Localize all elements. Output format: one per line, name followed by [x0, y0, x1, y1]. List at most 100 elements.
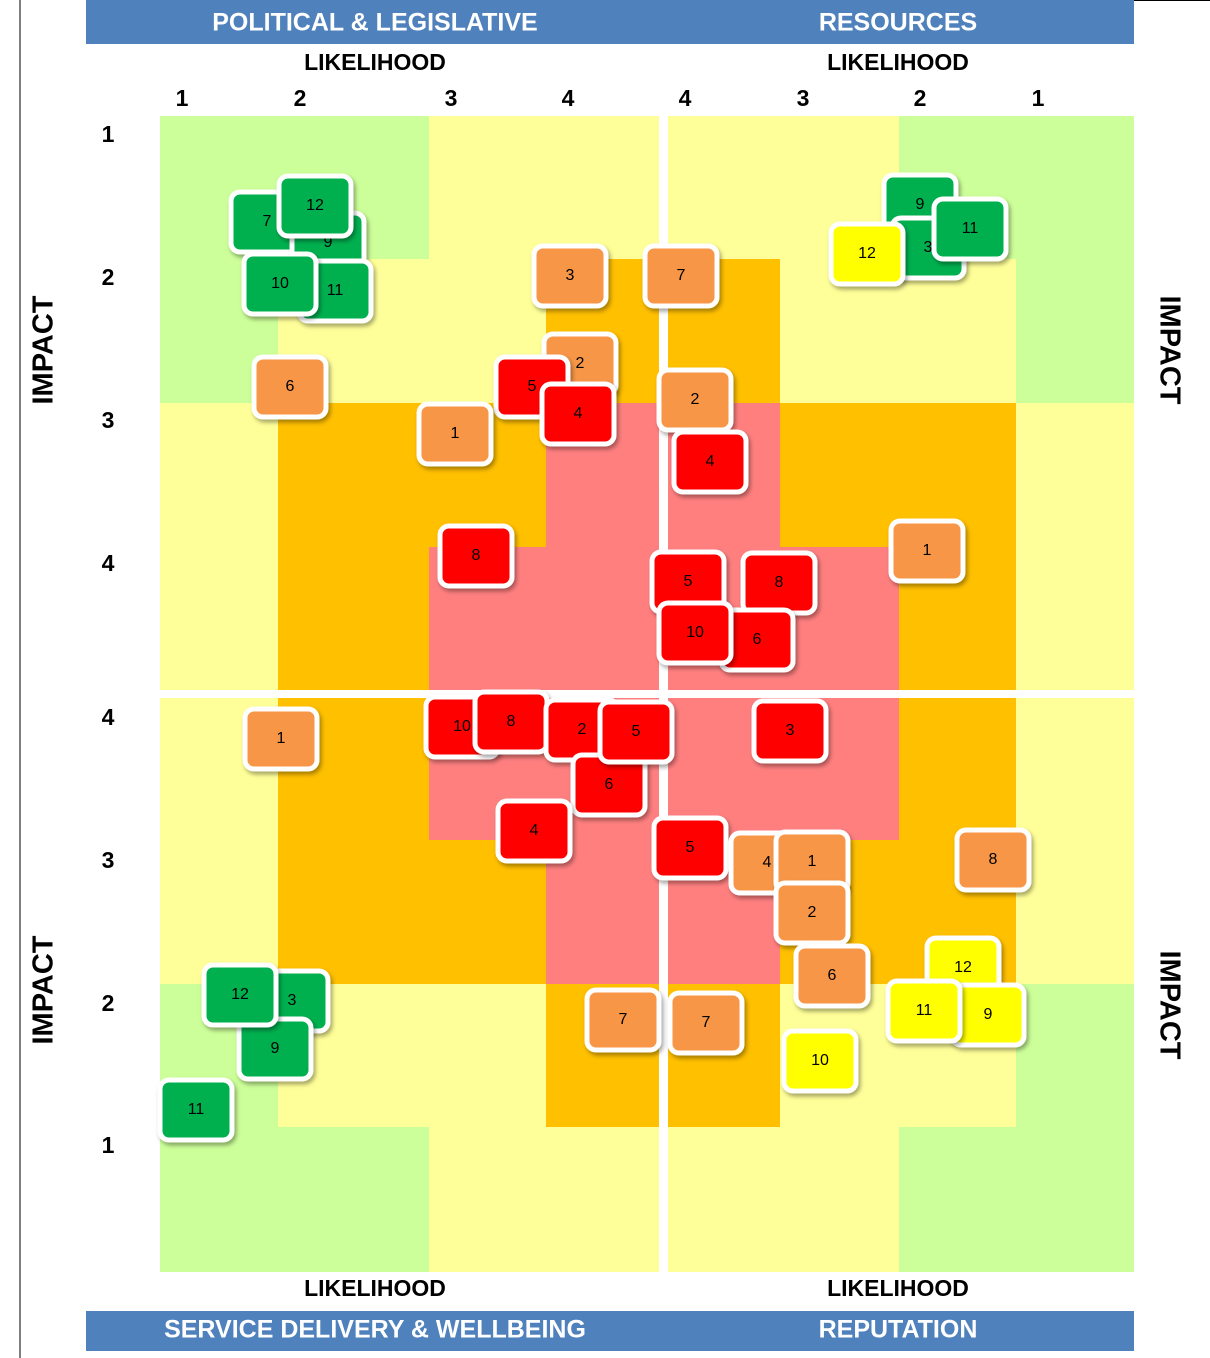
heat-cell	[780, 1127, 899, 1272]
risk-label: 11	[916, 1002, 933, 1019]
risk-label: 4	[763, 854, 772, 871]
heat-cell	[546, 547, 659, 690]
risk-card	[584, 987, 662, 1053]
risk-card	[885, 978, 963, 1044]
heat-cell	[429, 984, 546, 1127]
risk-card	[931, 196, 1009, 262]
heat-cell	[1016, 698, 1134, 840]
heat-cell	[1016, 840, 1134, 984]
risk-label: 8	[775, 574, 784, 591]
heat-cell	[1016, 984, 1134, 1127]
risk-card	[773, 880, 851, 946]
heat-cell	[278, 547, 429, 690]
header-bar	[86, 0, 1134, 44]
heat-cell	[160, 403, 278, 547]
risk-card	[242, 706, 320, 772]
heat-cell	[546, 1127, 659, 1272]
risk-card	[495, 798, 573, 864]
risk-label: 10	[686, 624, 704, 641]
impact-tick: 3	[102, 847, 115, 873]
risk-label: 2	[808, 904, 817, 921]
risk-label: 10	[811, 1052, 829, 1069]
risk-card	[276, 173, 354, 239]
heat-cell	[1016, 547, 1134, 690]
heat-cell	[1016, 403, 1134, 547]
risk-label: 9	[324, 234, 333, 251]
heat-cell	[278, 403, 429, 547]
risk-label: 4	[530, 822, 539, 839]
likelihood-label: LIKELIHOOD	[827, 49, 969, 75]
heat-cell	[160, 1127, 278, 1272]
heat-cell	[1016, 259, 1134, 403]
heat-cell	[546, 840, 659, 984]
heat-cell	[429, 1127, 546, 1272]
risk-card	[671, 429, 749, 495]
likelihood-tick: 3	[797, 85, 810, 111]
impact-tick: 3	[102, 407, 115, 433]
impact-tick: 4	[102, 704, 115, 730]
risk-label: 2	[578, 721, 587, 738]
risk-label: 1	[808, 853, 817, 870]
risk-label: 7	[263, 213, 272, 230]
risk-label: 1	[923, 542, 932, 559]
risk-label: 2	[576, 355, 585, 372]
impact-label: IMPACT	[1153, 950, 1185, 1059]
risk-label: 9	[916, 196, 925, 213]
impact-label: IMPACT	[28, 295, 60, 404]
risk-label: 1	[451, 425, 460, 442]
quadrant-title: REPUTATION	[819, 1316, 978, 1344]
risk-card	[888, 518, 966, 584]
risk-label: 7	[702, 1014, 711, 1031]
heat-cell	[278, 1127, 429, 1272]
risk-label: 12	[231, 986, 249, 1003]
risk-label: 11	[188, 1101, 205, 1118]
risk-label: 10	[271, 275, 289, 292]
risk-label: 8	[507, 713, 516, 730]
risk-label: 3	[786, 722, 795, 739]
risk-label: 11	[327, 282, 344, 299]
risk-card	[437, 523, 515, 589]
risk-label: 5	[686, 839, 695, 856]
risk-label: 4	[706, 453, 715, 470]
heat-cell	[429, 116, 546, 259]
risk-label: 3	[924, 239, 933, 256]
likelihood-label: LIKELIHOOD	[304, 49, 446, 75]
likelihood-tick: 1	[176, 85, 189, 111]
risk-card	[656, 600, 734, 666]
risk-label: 1	[277, 730, 286, 747]
heat-cell	[160, 840, 278, 984]
likelihood-tick: 2	[294, 85, 307, 111]
impact-label: IMPACT	[1153, 295, 1185, 404]
risk-label: 3	[566, 267, 575, 284]
risk-card	[251, 354, 329, 420]
heat-cell	[278, 840, 429, 984]
risk-label: 12	[306, 197, 324, 214]
impact-tick: 2	[102, 990, 115, 1016]
risk-label: 8	[472, 547, 481, 564]
impact-tick: 1	[102, 121, 115, 147]
likelihood-label: LIKELIHOOD	[304, 1275, 446, 1301]
risk-label: 6	[605, 776, 614, 793]
risk-card	[954, 827, 1032, 893]
risk-label: 5	[528, 378, 537, 395]
risk-label: 11	[962, 220, 979, 237]
heat-cell	[1016, 1127, 1134, 1272]
risk-label: 4	[574, 405, 583, 422]
heat-cell	[899, 259, 1016, 403]
impact-tick: 1	[102, 1132, 115, 1158]
risk-label: 5	[632, 723, 641, 740]
risk-label: 10	[453, 718, 471, 735]
risk-card	[793, 943, 871, 1009]
likelihood-tick: 4	[679, 85, 692, 111]
risk-label: 12	[954, 959, 972, 976]
heat-cell	[160, 547, 278, 690]
risk-card	[416, 401, 494, 467]
risk-card	[651, 815, 729, 881]
risk-label: 6	[753, 631, 762, 648]
risk-label: 3	[288, 992, 297, 1009]
heat-cell	[1016, 116, 1134, 259]
heat-cell	[780, 403, 899, 547]
risk-card	[539, 381, 617, 447]
impact-tick: 2	[102, 264, 115, 290]
